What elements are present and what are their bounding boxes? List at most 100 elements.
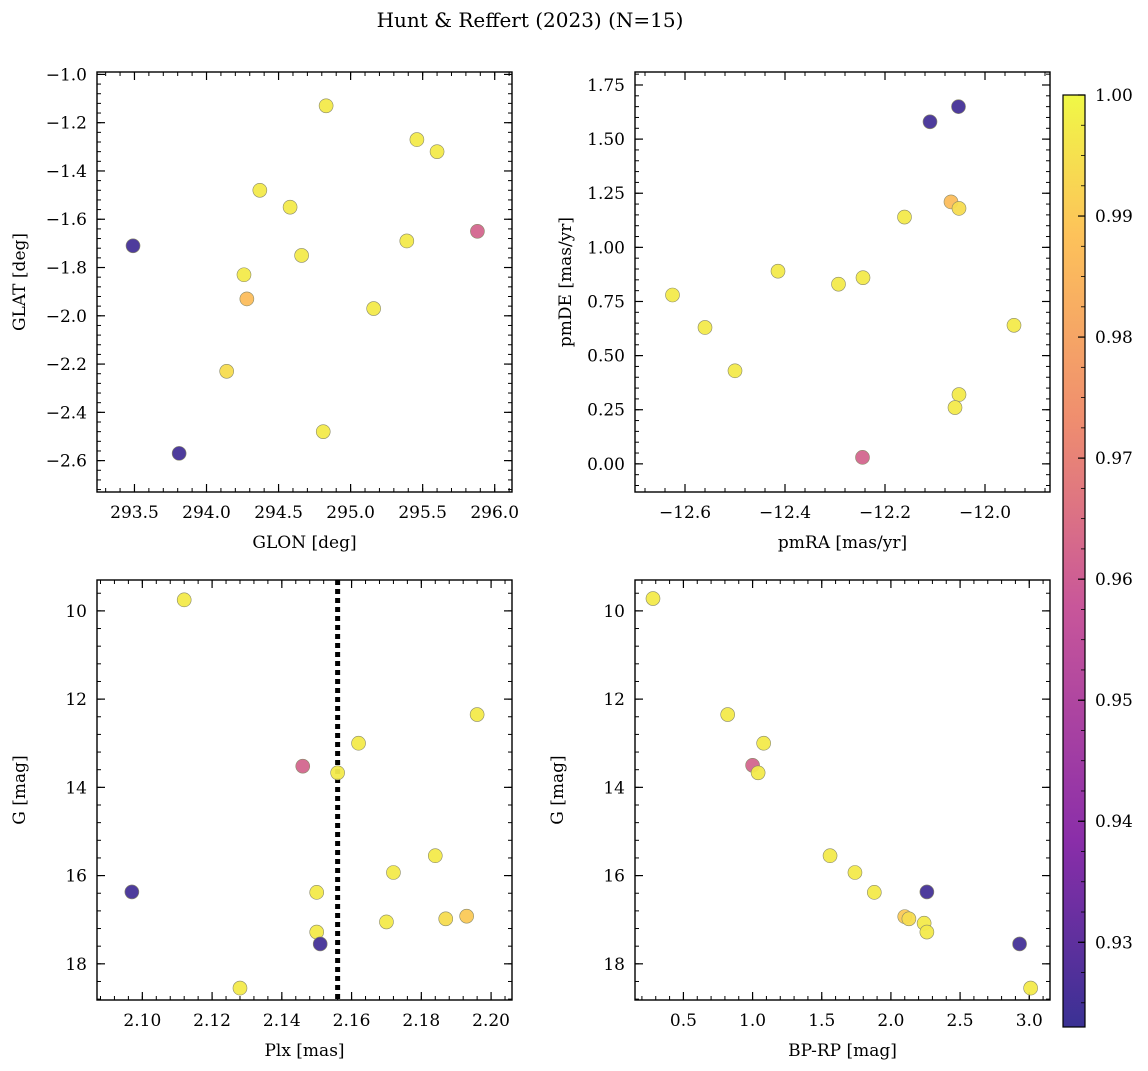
x-tick-label: 294.5 — [254, 503, 303, 523]
y-tick-label: 18 — [65, 955, 87, 975]
x-tick-label: 2.14 — [263, 1011, 301, 1031]
y-tick-label: −1.6 — [46, 210, 87, 230]
figure-title: Hunt & Reffert (2023) (N=15) — [377, 8, 684, 32]
x-tick-label: 0.5 — [670, 1011, 697, 1031]
scatter-point — [330, 765, 345, 781]
scatter-point — [951, 201, 967, 216]
scatter-point — [318, 98, 334, 114]
scatter-point — [399, 233, 415, 249]
scatter-point — [756, 735, 771, 751]
x-tick-label: 2.16 — [333, 1011, 371, 1031]
scatter-point — [770, 263, 786, 279]
scatter-point — [855, 450, 870, 465]
x-tick-label: 295.0 — [326, 503, 375, 523]
scatter-point — [171, 446, 187, 461]
scatter-point — [1023, 980, 1038, 996]
scatter-point — [315, 424, 331, 439]
y-axis-label: GLAT [deg] — [10, 233, 30, 331]
y-tick-label: 16 — [65, 867, 87, 887]
scatter-point — [124, 884, 140, 900]
x-tick-label: 294.0 — [182, 503, 231, 523]
x-tick-label: 1.0 — [739, 1011, 766, 1031]
x-tick-label: 295.5 — [398, 503, 447, 523]
y-tick-label: 0.25 — [587, 401, 625, 421]
scatter-point — [309, 885, 325, 900]
axes-frame — [634, 71, 1051, 493]
x-tick-label: 3.0 — [1016, 1011, 1043, 1031]
scatter-point — [951, 387, 967, 402]
scatter-point — [379, 914, 394, 930]
colorbar-tick-label: 1.00 — [1095, 86, 1133, 106]
x-tick-label: −12.0 — [959, 503, 1011, 523]
scatter-point — [459, 908, 474, 924]
colorbar-tick-label: 0.96 — [1095, 570, 1133, 590]
scatter-point — [1012, 936, 1027, 952]
y-tick-label: 12 — [603, 690, 625, 710]
scatter-point — [665, 287, 680, 303]
axes-frame — [634, 579, 1051, 1001]
scatter-point — [239, 291, 255, 307]
colorbar-tick-label: 0.94 — [1095, 812, 1133, 832]
x-axis-label: Plx [mas] — [264, 1041, 344, 1061]
y-tick-label: −1.2 — [46, 114, 87, 134]
scatter-point — [282, 199, 298, 215]
panel-bprp-g: 0.5 1.0 1.5 2.0 2.5 3.0 10 12 14 16 18 BP-RP [mag] G… — [548, 579, 1051, 1061]
scatter-point — [295, 758, 311, 774]
scatter-point — [469, 707, 485, 722]
x-tick-label: −12.2 — [859, 503, 911, 523]
scatter-point — [919, 924, 935, 940]
y-tick-label: 10 — [65, 602, 87, 622]
scatter-point — [951, 99, 966, 114]
y-axis-label: G [mag] — [548, 755, 568, 824]
x-tick-label: 2.5 — [947, 1011, 974, 1031]
y-axis-label: G [mag] — [10, 755, 30, 824]
panel-plx-g: 2.10 2.12 2.14 2.16 2.18 2.20 10 12 14 16 18 Plx [m… — [10, 579, 513, 1061]
scatter-point — [366, 301, 381, 316]
y-tick-label: −2.2 — [46, 355, 87, 375]
colorbar: 0.93 0.94 0.95 0.96 0.97 0.98 0.99 1.00 — [1062, 86, 1133, 1028]
y-tick-label: 14 — [603, 778, 625, 798]
x-axis-label: pmRA [mas/yr] — [778, 533, 907, 553]
y-tick-label: 1.50 — [587, 130, 625, 150]
scatter-point — [438, 911, 454, 927]
scatter-point — [1006, 317, 1022, 333]
x-tick-label: 2.0 — [877, 1011, 904, 1031]
x-tick-label: 293.5 — [110, 503, 159, 523]
x-tick-label: 2.18 — [402, 1011, 440, 1031]
scatter-point — [429, 144, 445, 159]
scatter-point — [947, 400, 963, 415]
x-tick-label: −12.4 — [759, 503, 811, 523]
scatter-point — [922, 114, 938, 130]
scatter-point — [897, 209, 912, 225]
y-tick-label: 1.00 — [587, 238, 625, 258]
y-tick-label: 0.00 — [587, 455, 625, 475]
y-tick-label: 18 — [603, 955, 625, 975]
scatter-point — [847, 865, 863, 880]
scatter-point — [409, 132, 425, 147]
panel-pmra-pmde: −12.6 −12.4 −12.2 −12.0 0.00 0.25 0.50 0.75 1.00… — [556, 71, 1051, 553]
y-tick-label: 14 — [65, 778, 87, 798]
axes-frame — [96, 579, 513, 1001]
y-tick-label: 12 — [65, 690, 87, 710]
y-tick-label: 10 — [603, 602, 625, 622]
scatter-point — [901, 911, 917, 927]
scatter-point — [919, 884, 935, 900]
axes-frame — [96, 71, 513, 493]
panel-glon-glat: 293.5 294.0 294.5 295.0 295.5 296.0 −2.6 −2.4 −2… — [10, 65, 519, 553]
scatter-point — [697, 320, 713, 335]
scatter-point — [294, 248, 309, 263]
scatter-point — [855, 270, 871, 285]
y-tick-label: −1.4 — [46, 162, 87, 182]
y-tick-label: −2.0 — [46, 307, 87, 327]
colorbar-tick-label: 0.95 — [1095, 691, 1133, 711]
scatter-point — [386, 865, 401, 880]
y-tick-label: −1.0 — [46, 65, 87, 85]
y-tick-label: −1.8 — [46, 259, 87, 279]
scatter-point — [176, 592, 192, 608]
colorbar-tick-label: 0.98 — [1095, 328, 1133, 348]
y-tick-label: 1.75 — [587, 76, 625, 96]
scatter-point — [470, 224, 485, 239]
scatter-point — [232, 980, 248, 996]
colorbar-tick-label: 0.97 — [1095, 449, 1133, 469]
